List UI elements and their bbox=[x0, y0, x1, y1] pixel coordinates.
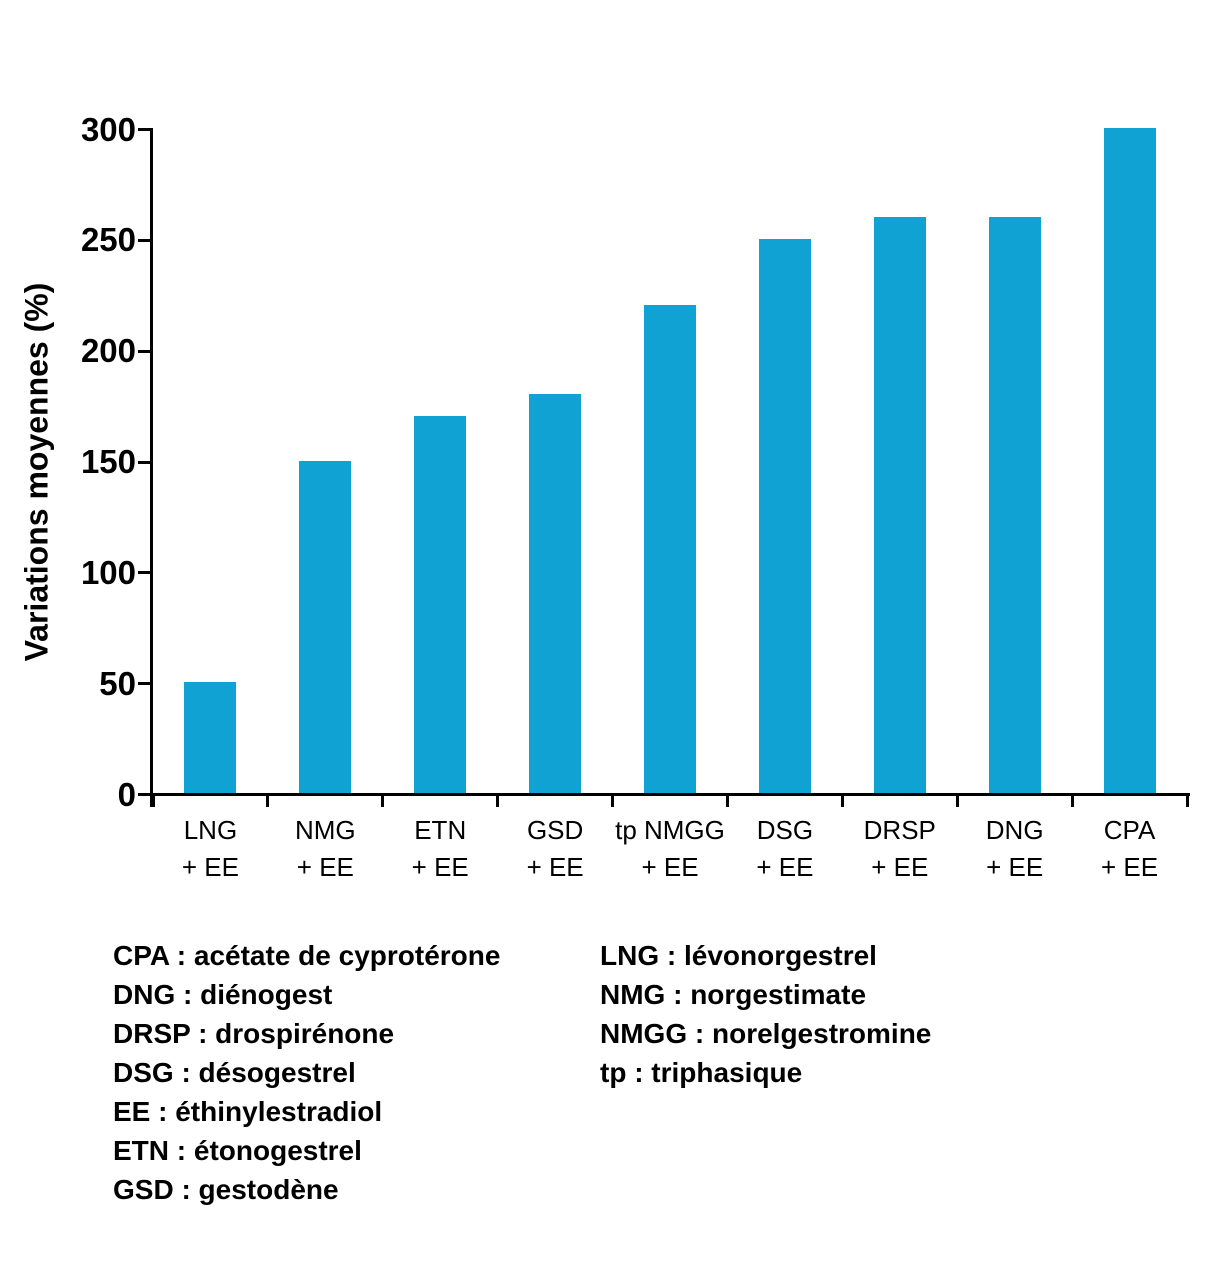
y-axis-tick-label: 250 bbox=[80, 221, 136, 259]
y-axis-tick-label: 300 bbox=[80, 110, 136, 148]
x-axis-line bbox=[150, 793, 1190, 796]
x-axis-tick-label: LNG + EE bbox=[181, 815, 239, 882]
x-axis-tick-label: NMG + EE bbox=[294, 815, 356, 882]
bar-GSD bbox=[529, 394, 582, 793]
y-axis-tick bbox=[138, 460, 150, 464]
y-axis-tick-label: 0 bbox=[117, 775, 136, 813]
bar-NMG bbox=[299, 460, 352, 793]
x-axis-tick bbox=[381, 793, 385, 807]
bar-DSG bbox=[758, 238, 811, 793]
y-axis-tick-label: 100 bbox=[80, 553, 136, 591]
x-axis-tick-label: CPA + EE bbox=[1101, 815, 1159, 882]
x-axis-tick bbox=[266, 793, 270, 807]
x-axis-tick-label: ETN + EE bbox=[411, 815, 469, 882]
bar-ETN bbox=[414, 416, 467, 793]
bar-CPA bbox=[1103, 128, 1156, 793]
legend-entry: ETN : étonogestrel bbox=[113, 1135, 362, 1166]
y-axis-tick bbox=[138, 682, 150, 686]
x-axis-tick bbox=[1070, 793, 1074, 807]
bar-DNG bbox=[988, 216, 1041, 793]
x-axis-tick-label: DRSP + EE bbox=[863, 815, 936, 882]
legend-left-column: CPA : acétate de cyprotérone DNG : diénog… bbox=[113, 936, 500, 1209]
y-axis-tick-label: 200 bbox=[80, 332, 136, 370]
legend-entry: DNG : diénogest bbox=[113, 979, 333, 1010]
y-axis-tick bbox=[138, 128, 150, 131]
legend-entry: GSD : gestodène bbox=[113, 1174, 339, 1205]
x-axis-tick bbox=[151, 793, 155, 807]
y-axis-line bbox=[150, 128, 153, 807]
legend-right-column: LNG : lévonorgestrel NMG : norgestimate NM… bbox=[600, 936, 931, 1092]
x-axis-tick bbox=[611, 793, 615, 807]
legend-entry: DSG : désogestrel bbox=[113, 1057, 356, 1088]
x-axis-tick-label: GSD + EE bbox=[526, 815, 584, 882]
legend-entry: NMGG : norelgestromine bbox=[600, 1018, 932, 1049]
legend-entry: EE : éthinylestradiol bbox=[113, 1096, 383, 1127]
legend-entry: LNG : lévonorgestrel bbox=[600, 940, 877, 971]
y-axis-tick bbox=[138, 238, 150, 242]
x-axis-tick bbox=[955, 793, 959, 807]
x-axis-tick bbox=[840, 793, 844, 807]
y-axis-tick bbox=[138, 349, 150, 353]
y-axis-tick-label: 50 bbox=[99, 664, 136, 702]
legend-entry: NMG : norgestimate bbox=[600, 979, 867, 1010]
x-axis-tick-label: tp NMGG + EE bbox=[615, 815, 725, 882]
x-axis-tick bbox=[496, 793, 500, 807]
x-axis-tick-label: DSG + EE bbox=[756, 815, 814, 882]
x-axis-tick bbox=[1185, 793, 1189, 807]
legend-entry: tp : triphasique bbox=[600, 1057, 803, 1088]
bar-DRSP bbox=[873, 216, 926, 793]
y-axis-tick bbox=[138, 571, 150, 575]
legend-entry: DRSP : drospirénone bbox=[113, 1018, 395, 1049]
y-axis-tick bbox=[138, 793, 150, 796]
bar-LNG bbox=[184, 682, 237, 793]
legend-entry: CPA : acétate de cyprotérone bbox=[113, 940, 501, 971]
plot-area bbox=[138, 128, 1189, 807]
bar-tp NMGG bbox=[644, 305, 696, 793]
x-axis-tick-label: DNG + EE bbox=[985, 815, 1044, 882]
x-axis-tick bbox=[725, 793, 729, 807]
y-axis-tick-label: 150 bbox=[80, 443, 136, 480]
